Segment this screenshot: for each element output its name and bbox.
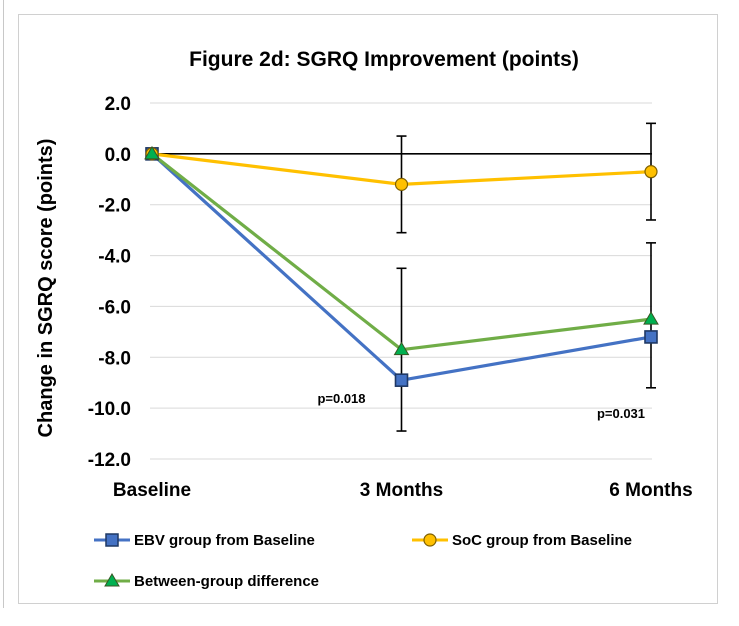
series-markers [144,145,659,387]
y-tick-label: -10.0 [88,399,131,420]
legend-triangle-marker-icon [94,573,130,587]
legend-label-soc: SoC group from Baseline [452,531,633,549]
legend-square-marker-icon [94,533,130,547]
y-tick-label: -4.0 [98,247,131,268]
p-value-annotation: p=0.031 [597,406,645,421]
p-value-annotation: p=0.018 [317,391,365,406]
y-tick-label: -2.0 [98,196,131,217]
y-tick-label: -12.0 [88,450,131,471]
legend-circle-marker-icon [412,533,448,547]
chart-frame [18,14,718,604]
marker-triangle [643,311,659,325]
y-tick-label: 2.0 [105,94,131,115]
y-tick-label: 0.0 [105,145,131,166]
y-tick-label: -6.0 [98,297,131,318]
y-tick-labels: 2.0 0.0 -2.0 -4.0 -6.0 -8.0 -10.0 -12.0 [88,94,131,471]
marker-triangle [393,341,410,356]
marker-circle [394,177,409,191]
x-tick-labels: Baseline 3 Months 6 Months [113,480,693,501]
marker-square [394,373,409,387]
annotations: p=0.018 p=0.031 [317,391,645,421]
error-bars [396,122,656,432]
x-tick-label: 3 Months [360,480,443,501]
legend-item-between: Between-group difference [92,571,319,591]
y-axis-label: Change in SGRQ score (points) [35,139,57,438]
marker-circle [644,165,658,179]
x-tick-label: 6 Months [609,480,692,501]
legend-item-soc: SoC group from Baseline [410,530,632,550]
marker-square [644,330,658,344]
legend-item-ebv: EBV group from Baseline [92,530,315,550]
legend-label-between: Between-group difference [134,572,320,590]
legend: EBV group from Baseline SoC group from B… [92,530,692,600]
left-border-line [3,0,4,608]
marker-triangle [144,145,160,160]
y-tick-label: -8.0 [98,348,131,369]
legend-label-ebv: EBV group from Baseline [134,531,315,549]
chart-title: Figure 2d: SGRQ Improvement (points) [189,48,579,71]
gridlines [150,102,652,460]
x-tick-label: Baseline [113,480,191,501]
